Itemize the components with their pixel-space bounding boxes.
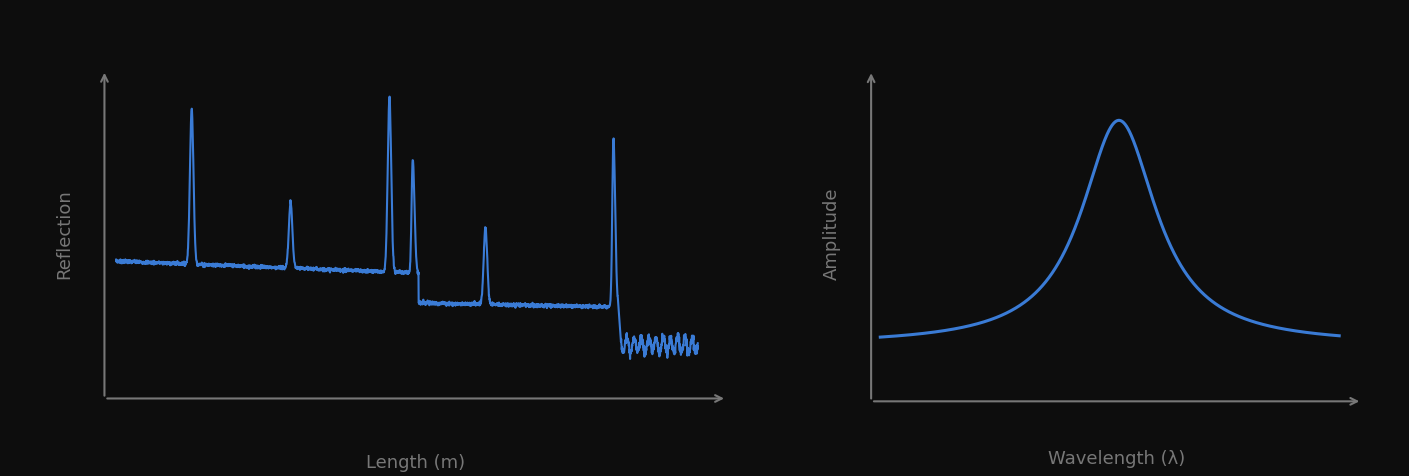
Text: Amplitude: Amplitude [823, 187, 841, 279]
Text: Reflection: Reflection [55, 188, 73, 278]
Text: Wavelength (λ): Wavelength (λ) [1048, 449, 1185, 467]
Text: Length (m): Length (m) [366, 453, 465, 471]
